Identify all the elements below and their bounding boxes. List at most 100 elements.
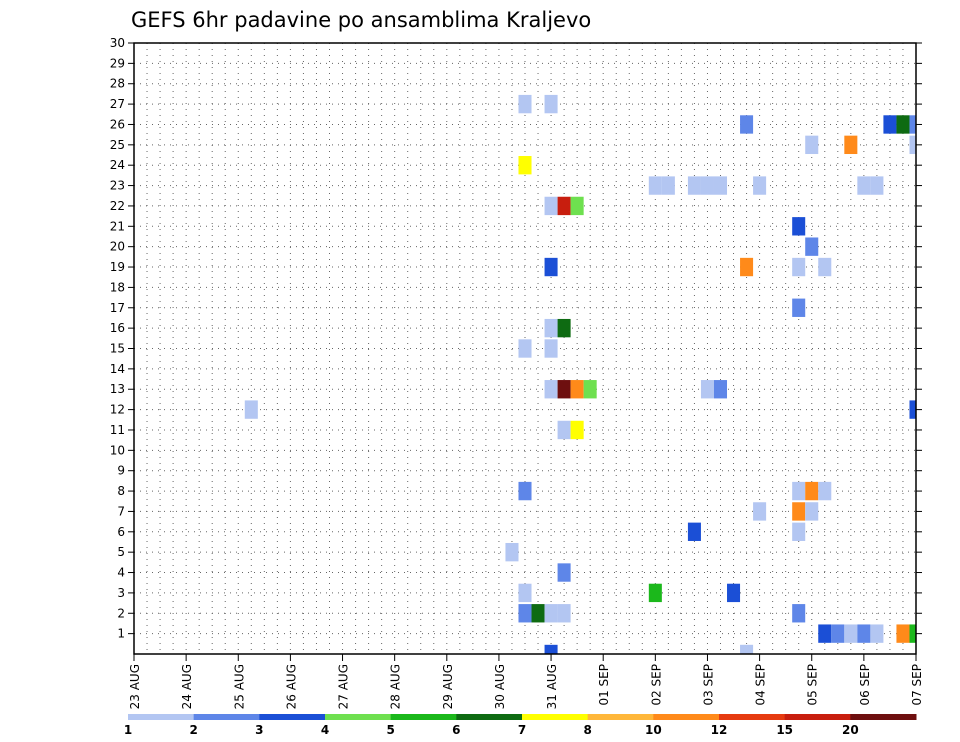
- data-cell: [518, 583, 532, 603]
- colorbar-segment: [850, 714, 917, 720]
- y-tick-label: 12: [110, 403, 125, 417]
- data-cell: [544, 339, 558, 358]
- y-axis-ticks: 1234567891011121314151617181920212223242…: [110, 36, 922, 641]
- data-cell: [544, 257, 558, 277]
- y-tick-label: 30: [110, 36, 125, 50]
- data-cell: [557, 196, 571, 216]
- y-tick-label: 18: [110, 280, 125, 294]
- x-tick-label: 07 SEP: [910, 664, 924, 706]
- data-cell: [844, 135, 858, 155]
- data-cell: [687, 522, 701, 541]
- colorbar-segment: [587, 714, 654, 720]
- data-cell: [805, 237, 819, 256]
- data-cell: [570, 196, 584, 216]
- y-tick-label: 1: [117, 627, 125, 641]
- data-cell: [896, 624, 910, 643]
- data-cell: [805, 481, 819, 501]
- y-tick-label: 20: [110, 240, 125, 254]
- colorbar-label: 2: [189, 723, 197, 737]
- x-tick-label: 06 SEP: [858, 664, 872, 706]
- x-tick-label: 30 AUG: [493, 664, 507, 709]
- data-cell: [818, 481, 832, 501]
- data-cell: [792, 481, 806, 501]
- data-cell: [518, 604, 532, 623]
- data-cell: [570, 380, 584, 399]
- data-cell: [557, 318, 571, 338]
- y-tick-label: 8: [117, 484, 125, 498]
- data-cell: [557, 380, 571, 399]
- colorbar-label: 5: [386, 723, 394, 737]
- data-cell: [557, 420, 571, 440]
- y-tick-label: 4: [117, 566, 125, 580]
- y-tick-label: 25: [110, 138, 125, 152]
- data-cell: [518, 481, 532, 501]
- x-tick-label: 28 AUG: [389, 664, 403, 709]
- data-cell: [713, 176, 728, 195]
- x-tick-label: 24 AUG: [180, 664, 194, 709]
- y-tick-label: 6: [117, 525, 125, 539]
- colorbar-label: 10: [645, 723, 662, 737]
- x-tick-label: 27 AUG: [337, 664, 351, 709]
- chart-title: GEFS 6hr padavine po ansamblima Kraljevo: [131, 8, 591, 32]
- data-cell: [818, 624, 832, 643]
- data-cell: [700, 380, 714, 399]
- colorbar-segment: [653, 714, 720, 720]
- data-cell: [544, 318, 558, 338]
- y-tick-label: 7: [117, 504, 125, 518]
- data-cell: [661, 176, 675, 195]
- y-tick-label: 29: [110, 56, 125, 70]
- y-tick-label: 24: [110, 158, 125, 172]
- colorbar-label: 6: [452, 723, 460, 737]
- data-cell: [857, 624, 871, 643]
- colorbar-label: 8: [583, 723, 591, 737]
- x-tick-label: 23 AUG: [128, 664, 142, 709]
- colorbar-label: 15: [776, 723, 793, 737]
- data-cell: [818, 257, 832, 277]
- colorbar-segment: [719, 714, 786, 720]
- colorbar-segment: [456, 714, 523, 720]
- colorbar-segment: [259, 714, 326, 720]
- colorbar-label: 4: [321, 723, 329, 737]
- colorbar-label: 20: [842, 723, 859, 737]
- x-tick-label: 02 SEP: [649, 664, 663, 706]
- data-cell: [792, 522, 806, 541]
- colorbar: 1 2 3 4 5 6 7 8 10 12 15 20: [124, 714, 917, 737]
- y-tick-label: 19: [110, 260, 125, 274]
- data-cell: [570, 420, 584, 440]
- y-tick-label: 23: [110, 179, 125, 193]
- data-cell: [544, 380, 558, 399]
- data-cell: [244, 400, 258, 419]
- data-cell: [857, 176, 871, 195]
- data-cell: [700, 176, 714, 195]
- colorbar-label: 7: [518, 723, 526, 737]
- y-tick-label: 11: [110, 423, 125, 437]
- y-tick-label: 14: [110, 362, 125, 376]
- y-tick-label: 5: [117, 545, 125, 559]
- data-cell: [805, 135, 819, 155]
- data-cell: [909, 624, 916, 643]
- colorbar-segment: [784, 714, 851, 720]
- colorbar-segment: [325, 714, 392, 720]
- y-tick-label: 16: [110, 321, 125, 335]
- data-cell: [531, 604, 545, 623]
- y-tick-label: 2: [117, 606, 125, 620]
- x-tick-label: 01 SEP: [597, 664, 611, 706]
- y-tick-label: 13: [110, 382, 125, 396]
- data-cell: [740, 644, 754, 654]
- data-cell: [648, 583, 662, 603]
- data-cell: [557, 563, 571, 582]
- data-cell: [909, 400, 916, 419]
- data-cell: [792, 298, 806, 317]
- data-cell: [544, 644, 558, 654]
- y-tick-label: 28: [110, 77, 125, 91]
- x-tick-label: 04 SEP: [754, 664, 768, 706]
- data-cell: [870, 176, 884, 195]
- x-tick-label: 31 AUG: [545, 664, 559, 709]
- colorbar-label: 3: [255, 723, 263, 737]
- data-cell: [740, 257, 754, 277]
- data-cell: [909, 135, 916, 155]
- y-tick-label: 15: [110, 342, 125, 356]
- data-cell: [518, 94, 532, 114]
- x-tick-label: 26 AUG: [284, 664, 298, 709]
